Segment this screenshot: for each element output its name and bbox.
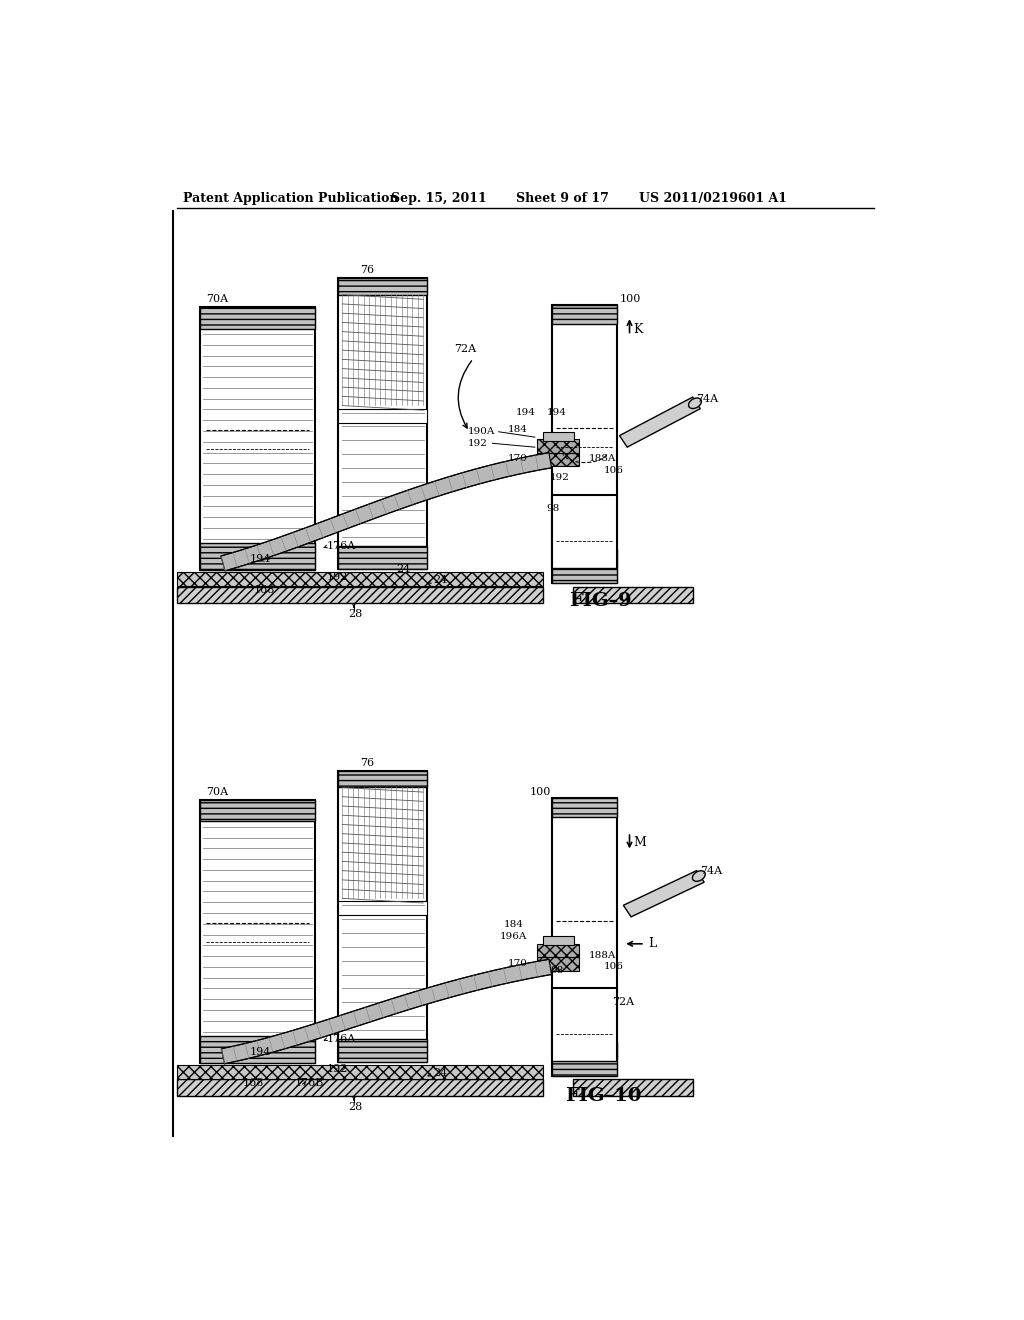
Text: 170: 170 [508,958,527,968]
Bar [177,1065,543,1078]
Polygon shape [624,871,705,917]
Bar [200,1036,315,1063]
Text: K: K [634,323,643,335]
Text: 70A: 70A [206,294,228,305]
Text: L: L [648,937,656,950]
Bar [538,944,580,957]
Text: 70A: 70A [206,787,228,797]
Text: 24: 24 [396,564,411,574]
Text: 176A: 176A [327,541,356,550]
Bar [552,987,617,1076]
Text: 98: 98 [550,966,563,975]
Ellipse shape [692,871,706,882]
Text: 106: 106 [604,962,624,972]
Text: 72A: 72A [611,997,634,1007]
Bar [538,453,580,466]
Bar [552,797,617,1059]
Text: 170: 170 [508,454,527,463]
Bar [177,1080,543,1096]
Bar [339,545,427,569]
Text: 194: 194 [250,1047,271,1056]
Text: Sep. 15, 2011: Sep. 15, 2011 [391,191,486,205]
Polygon shape [221,960,552,1064]
Text: US 2011/0219601 A1: US 2011/0219601 A1 [639,191,786,205]
Bar [552,568,617,583]
Text: 28: 28 [348,610,362,619]
Bar [200,308,315,329]
Bar [552,1061,617,1076]
Text: 76: 76 [360,758,374,768]
Text: 28: 28 [348,1102,362,1111]
Text: 76: 76 [360,265,374,275]
Bar [339,902,427,915]
Text: 176A: 176A [327,1034,356,1044]
Bar [573,1080,692,1096]
Bar [552,305,617,566]
Bar [339,277,427,569]
Text: 24: 24 [433,576,447,585]
Text: 98: 98 [547,504,559,513]
Polygon shape [221,453,552,570]
Text: 192: 192 [468,438,487,447]
Text: 100: 100 [620,294,641,305]
Bar [200,800,315,1063]
Bar [544,936,574,945]
Text: Patent Application Publication: Patent Application Publication [183,191,398,205]
Bar [177,586,543,603]
Text: FIG–9: FIG–9 [569,593,632,610]
Text: 192: 192 [327,572,348,582]
Bar [552,495,617,583]
Text: 184: 184 [508,425,527,434]
Text: 192: 192 [550,474,570,482]
Bar [339,771,427,1061]
Text: 74A: 74A [696,393,719,404]
Bar [339,771,427,788]
Text: 194: 194 [250,554,271,564]
Text: Sheet 9 of 17: Sheet 9 of 17 [515,191,608,205]
Text: 100: 100 [529,787,551,797]
Bar [200,308,315,570]
Text: 24: 24 [433,1068,447,1078]
Text: 168: 168 [243,1078,263,1088]
Ellipse shape [688,397,701,409]
Text: 176B: 176B [295,1078,324,1088]
Bar [552,797,617,817]
Bar [544,432,574,441]
Bar [552,305,617,323]
Text: 184: 184 [504,920,524,929]
Text: 188A: 188A [589,950,616,960]
Polygon shape [620,397,700,447]
Bar [538,440,580,453]
Text: FIG–10: FIG–10 [565,1088,642,1105]
Bar [177,572,543,586]
Bar [573,586,692,603]
Bar [339,409,427,422]
Text: 196A: 196A [500,932,527,941]
Text: 194: 194 [547,408,566,417]
Bar [339,1039,427,1061]
Bar [538,957,580,970]
Bar [200,800,315,821]
Text: 190A: 190A [468,428,496,436]
Text: 194: 194 [515,408,536,417]
Text: 168: 168 [254,585,275,595]
Text: M: M [634,836,646,849]
Text: 74A: 74A [700,866,723,875]
Bar [552,1043,617,1059]
Bar [200,544,315,570]
Text: 188A: 188A [589,454,616,463]
Bar [552,549,617,566]
Text: 106: 106 [604,466,624,475]
Text: 192: 192 [327,1064,348,1074]
Text: 72A: 72A [454,345,476,354]
Bar [339,277,427,294]
